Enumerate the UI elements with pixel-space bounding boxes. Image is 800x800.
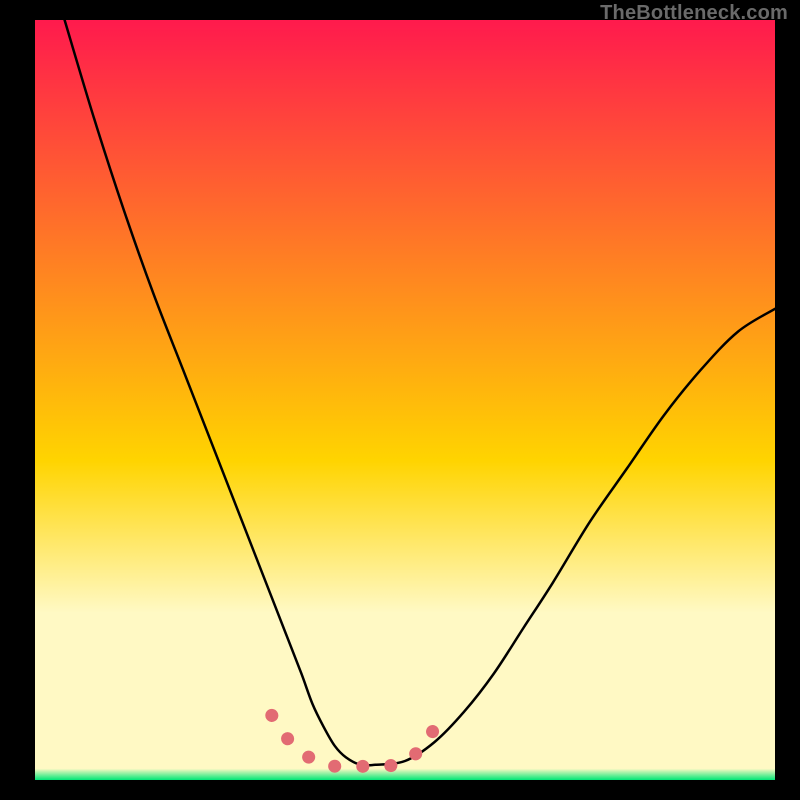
plot-area	[35, 20, 775, 780]
bottleneck-chart	[0, 0, 800, 800]
watermark-text: TheBottleneck.com	[600, 2, 788, 25]
chart-stage: TheBottleneck.com	[0, 0, 800, 800]
